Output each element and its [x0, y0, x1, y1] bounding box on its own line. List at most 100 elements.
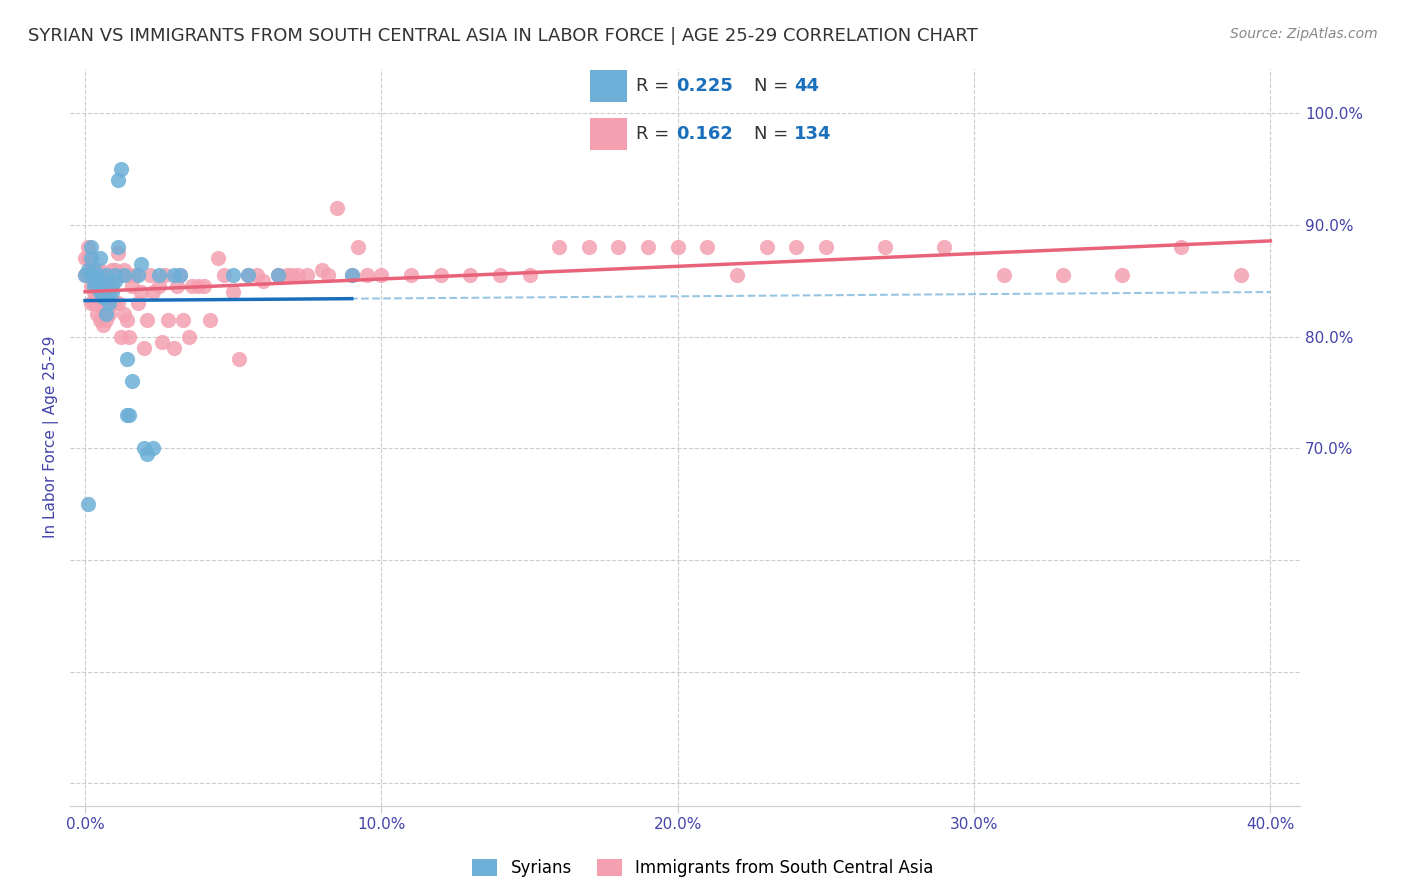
Point — [136, 313, 159, 327]
Point — [169, 268, 191, 282]
Point — [118, 408, 141, 422]
Point — [77, 268, 100, 282]
Point — [276, 268, 298, 282]
Point — [80, 252, 103, 266]
Point — [89, 279, 111, 293]
Point — [458, 268, 481, 282]
Point — [142, 441, 165, 455]
Point — [86, 290, 108, 304]
Point — [696, 240, 718, 254]
Point — [725, 268, 748, 282]
Text: 0.225: 0.225 — [676, 77, 733, 95]
Point — [311, 262, 333, 277]
Point — [73, 268, 96, 282]
Point — [115, 351, 138, 366]
Point — [755, 240, 778, 254]
Point — [77, 262, 100, 277]
Point — [153, 268, 176, 282]
Point — [118, 268, 141, 282]
Point — [110, 329, 132, 343]
Point — [89, 285, 111, 299]
Point — [316, 268, 339, 282]
Point — [519, 268, 541, 282]
Point — [207, 252, 229, 266]
FancyBboxPatch shape — [589, 118, 627, 150]
Point — [94, 268, 117, 282]
Point — [193, 279, 215, 293]
Point — [80, 262, 103, 277]
Point — [172, 313, 194, 327]
Point — [198, 313, 221, 327]
Point — [157, 313, 180, 327]
Point — [110, 268, 132, 282]
Point — [77, 252, 100, 266]
Point — [121, 374, 143, 388]
Point — [150, 335, 173, 350]
Point — [83, 274, 105, 288]
Point — [287, 268, 309, 282]
Point — [166, 279, 188, 293]
Point — [94, 313, 117, 327]
Point — [356, 268, 378, 282]
Point — [370, 268, 392, 282]
Point — [104, 268, 127, 282]
Point — [89, 313, 111, 327]
Point — [297, 268, 319, 282]
Point — [429, 268, 451, 282]
Point — [107, 173, 129, 187]
Point — [86, 268, 108, 282]
Point — [222, 268, 245, 282]
Point — [77, 497, 100, 511]
Point — [214, 268, 236, 282]
Point — [86, 262, 108, 277]
Point — [86, 274, 108, 288]
Point — [134, 341, 156, 355]
Point — [89, 252, 111, 266]
Point — [94, 296, 117, 310]
Point — [236, 268, 259, 282]
Point — [148, 268, 170, 282]
Point — [89, 279, 111, 293]
Point — [83, 262, 105, 277]
Point — [180, 279, 202, 293]
Point — [1111, 268, 1133, 282]
Point — [80, 268, 103, 282]
Point — [118, 329, 141, 343]
Point — [142, 285, 165, 299]
Point — [187, 279, 209, 293]
Point — [73, 252, 96, 266]
Point — [163, 268, 186, 282]
Point — [266, 268, 288, 282]
Point — [107, 296, 129, 310]
Point — [91, 274, 114, 288]
Point — [100, 274, 122, 288]
Point — [136, 447, 159, 461]
Point — [131, 285, 153, 299]
Point — [80, 240, 103, 254]
Point — [104, 296, 127, 310]
Point — [80, 252, 103, 266]
Point — [89, 262, 111, 277]
Point — [91, 279, 114, 293]
Point — [637, 240, 659, 254]
Point — [127, 296, 149, 310]
FancyBboxPatch shape — [589, 70, 627, 102]
Point — [177, 329, 200, 343]
Point — [134, 441, 156, 455]
Point — [77, 240, 100, 254]
Point — [266, 268, 288, 282]
Text: Source: ZipAtlas.com: Source: ZipAtlas.com — [1230, 27, 1378, 41]
Point — [148, 279, 170, 293]
Point — [115, 408, 138, 422]
Point — [91, 290, 114, 304]
Point — [814, 240, 837, 254]
Text: 0.162: 0.162 — [676, 125, 733, 143]
Point — [97, 285, 120, 299]
Point — [489, 268, 512, 282]
Point — [104, 274, 127, 288]
Point — [163, 341, 186, 355]
Point — [89, 296, 111, 310]
Y-axis label: In Labor Force | Age 25-29: In Labor Force | Age 25-29 — [44, 336, 59, 538]
Point — [94, 279, 117, 293]
Point — [73, 268, 96, 282]
